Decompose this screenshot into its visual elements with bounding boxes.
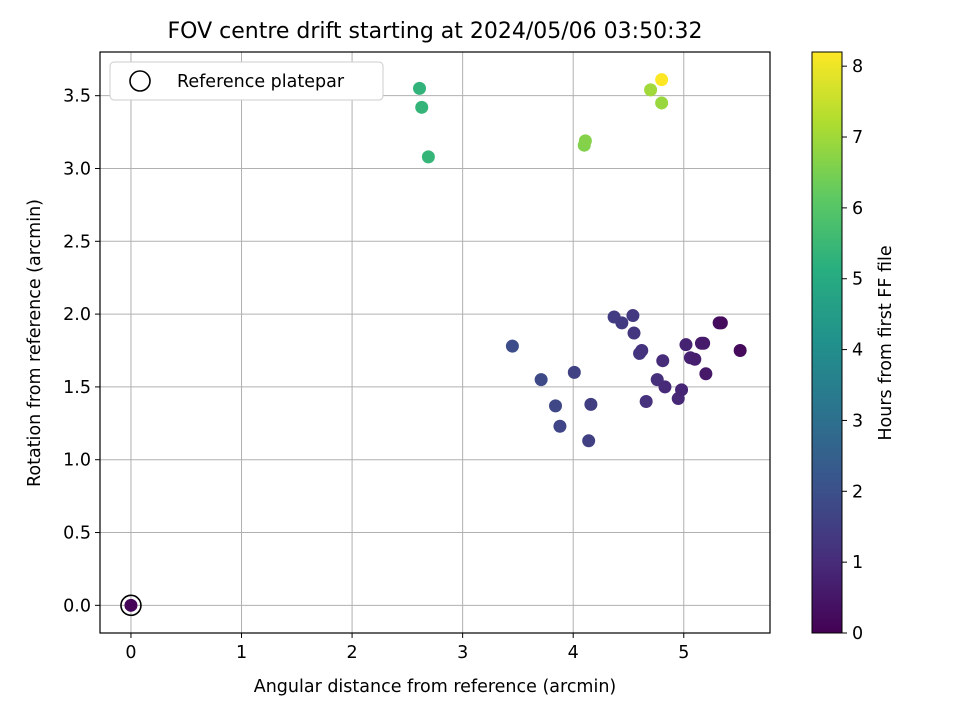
chart-title: FOV centre drift starting at 2024/05/06 … bbox=[168, 19, 703, 44]
x-tick-label: 4 bbox=[568, 643, 579, 663]
colorbar-tick-label: 4 bbox=[852, 341, 863, 361]
legend: Reference platepar bbox=[109, 61, 384, 101]
colorbar-tick-label: 7 bbox=[852, 128, 863, 148]
x-tick-label: 2 bbox=[347, 643, 358, 663]
legend-marker-reference bbox=[129, 70, 151, 92]
plot-frame bbox=[99, 51, 771, 634]
data-point bbox=[675, 383, 689, 397]
data-point bbox=[584, 397, 598, 411]
x-axis-ticks: 0 1 2 3 4 5 bbox=[125, 633, 689, 663]
colorbar-tick-label: 5 bbox=[852, 270, 863, 290]
data-point bbox=[639, 394, 653, 408]
y-axis-ticks: 0.0 0.5 1.0 1.5 2.0 2.5 3.0 3.5 bbox=[63, 87, 100, 616]
y-tick-label: 2.0 bbox=[63, 305, 91, 325]
y-tick-label: 0.0 bbox=[63, 596, 91, 616]
colorbar-tick-label: 3 bbox=[852, 411, 863, 431]
data-points bbox=[120, 73, 747, 617]
colorbar: 0 1 2 3 4 5 6 7 8 Hours from first FF file bbox=[811, 51, 896, 644]
data-point bbox=[567, 365, 581, 379]
data-point bbox=[415, 100, 429, 114]
data-point bbox=[627, 326, 641, 340]
colorbar-tick-label: 6 bbox=[852, 199, 863, 219]
colorbar-ticks: 0 1 2 3 4 5 6 7 8 bbox=[842, 57, 863, 644]
colorbar-tick-label: 0 bbox=[852, 624, 863, 644]
colorbar-gradient bbox=[811, 51, 843, 634]
data-point bbox=[679, 338, 693, 352]
data-point bbox=[124, 598, 138, 612]
x-tick-label: 5 bbox=[678, 643, 689, 663]
legend-label-reference: Reference platepar bbox=[177, 72, 345, 92]
data-point bbox=[534, 373, 548, 387]
x-tick-label: 3 bbox=[457, 643, 468, 663]
y-tick-label: 1.0 bbox=[63, 451, 91, 471]
y-tick-label: 1.5 bbox=[63, 378, 91, 398]
y-tick-label: 3.0 bbox=[63, 159, 91, 179]
data-point bbox=[635, 344, 649, 358]
data-point bbox=[644, 83, 658, 97]
data-point bbox=[582, 434, 596, 448]
colorbar-tick-label: 1 bbox=[852, 553, 863, 573]
data-point bbox=[655, 96, 669, 110]
data-point bbox=[549, 399, 563, 413]
data-point bbox=[733, 344, 747, 358]
data-point bbox=[553, 419, 567, 433]
y-axis-label: Rotation from reference (arcmin) bbox=[25, 199, 45, 487]
data-point bbox=[578, 134, 592, 148]
data-point bbox=[413, 81, 427, 95]
colorbar-tick-label: 2 bbox=[852, 482, 863, 502]
x-axis-label: Angular distance from reference (arcmin) bbox=[254, 677, 617, 697]
y-tick-label: 3.5 bbox=[63, 87, 91, 107]
y-tick-label: 0.5 bbox=[63, 524, 91, 544]
colorbar-label: Hours from first FF file bbox=[876, 245, 896, 440]
data-point bbox=[656, 354, 670, 368]
grid-lines bbox=[100, 52, 770, 633]
colorbar-tick-label: 8 bbox=[852, 57, 863, 77]
data-point bbox=[658, 380, 672, 394]
data-point bbox=[626, 309, 640, 323]
data-point bbox=[688, 352, 702, 366]
data-point bbox=[505, 339, 519, 353]
y-tick-label: 2.5 bbox=[63, 232, 91, 252]
x-tick-label: 0 bbox=[125, 643, 136, 663]
reference-platepar-marker bbox=[120, 594, 142, 617]
data-point bbox=[655, 73, 669, 87]
data-point bbox=[699, 367, 713, 381]
data-point bbox=[714, 316, 728, 330]
data-point bbox=[615, 316, 629, 330]
x-tick-label: 1 bbox=[236, 643, 247, 663]
data-point bbox=[421, 150, 435, 164]
legend-box bbox=[109, 61, 384, 101]
data-point bbox=[697, 336, 711, 350]
